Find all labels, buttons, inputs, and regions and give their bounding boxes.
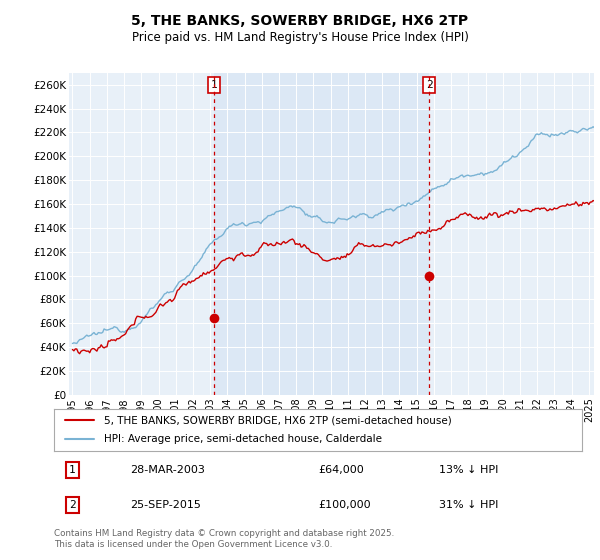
Text: 1: 1 <box>69 465 76 475</box>
Text: 25-SEP-2015: 25-SEP-2015 <box>131 500 202 510</box>
Text: 2: 2 <box>426 80 433 90</box>
Text: Price paid vs. HM Land Registry's House Price Index (HPI): Price paid vs. HM Land Registry's House … <box>131 31 469 44</box>
Text: HPI: Average price, semi-detached house, Calderdale: HPI: Average price, semi-detached house,… <box>104 435 382 445</box>
Text: Contains HM Land Registry data © Crown copyright and database right 2025.
This d: Contains HM Land Registry data © Crown c… <box>54 529 394 549</box>
Text: 5, THE BANKS, SOWERBY BRIDGE, HX6 2TP: 5, THE BANKS, SOWERBY BRIDGE, HX6 2TP <box>131 14 469 28</box>
Text: 13% ↓ HPI: 13% ↓ HPI <box>439 465 499 475</box>
Text: 1: 1 <box>211 80 217 90</box>
Text: 2: 2 <box>69 500 76 510</box>
Text: £64,000: £64,000 <box>318 465 364 475</box>
Text: 28-MAR-2003: 28-MAR-2003 <box>131 465 205 475</box>
Text: 5, THE BANKS, SOWERBY BRIDGE, HX6 2TP (semi-detached house): 5, THE BANKS, SOWERBY BRIDGE, HX6 2TP (s… <box>104 415 452 425</box>
Text: £100,000: £100,000 <box>318 500 371 510</box>
Text: 31% ↓ HPI: 31% ↓ HPI <box>439 500 499 510</box>
Bar <box>214 73 429 395</box>
